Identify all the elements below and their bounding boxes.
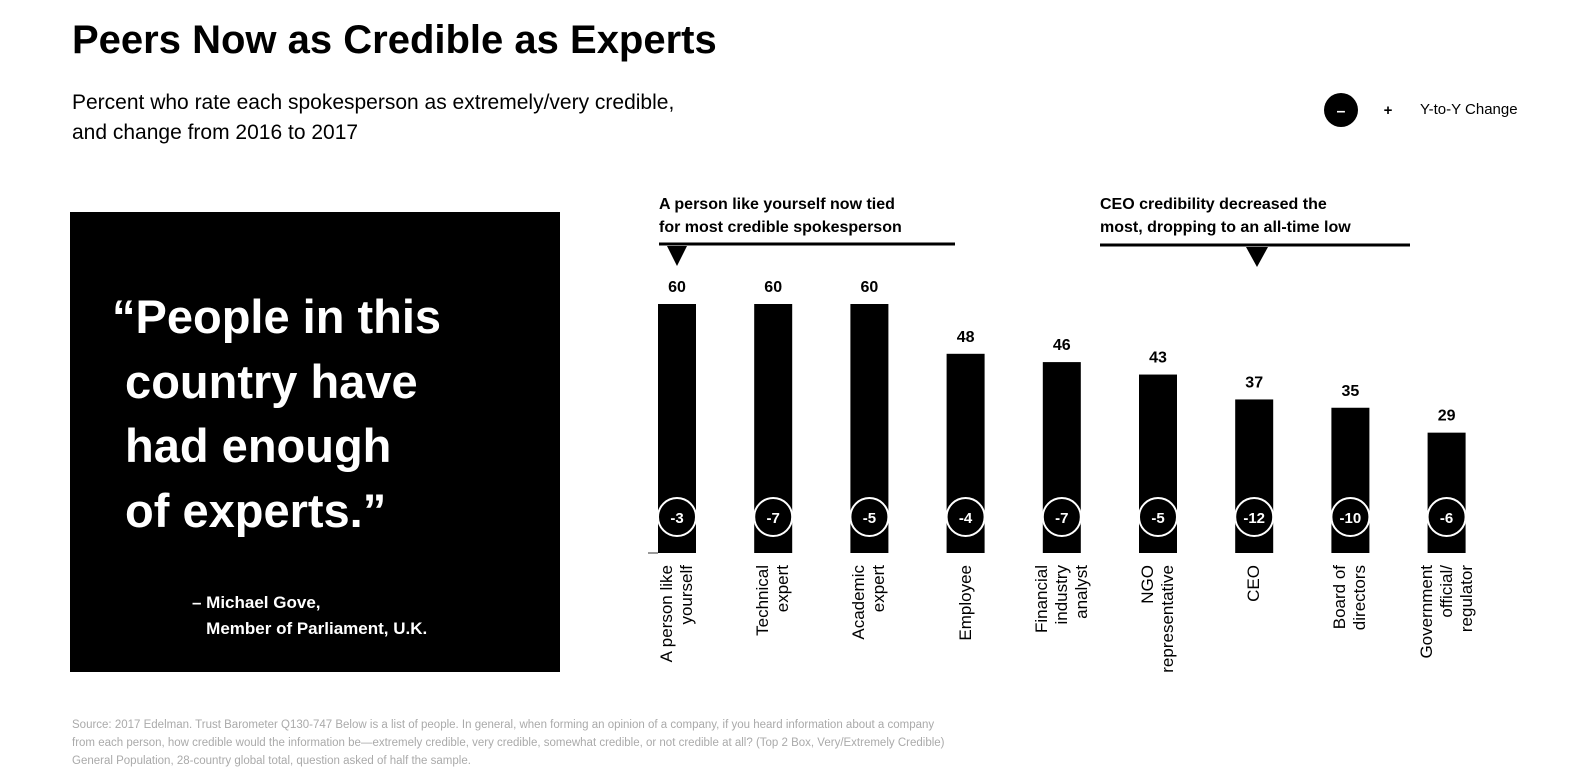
x-tick-label: NGO representative [1138, 565, 1177, 673]
title: Peers Now as Credible as Experts [72, 18, 717, 62]
x-tick-label: A person like yourself [657, 565, 696, 663]
value-label: 43 [1149, 350, 1167, 367]
legend-plus: + [1384, 102, 1393, 119]
change-marker [1426, 497, 1467, 537]
value-label: 37 [1245, 374, 1263, 391]
change-label: -3 [670, 510, 683, 527]
x-tick-label: Government official/ regulator [1416, 565, 1476, 659]
change-marker [1330, 497, 1371, 537]
change-marker [1041, 497, 1082, 537]
quote-text: “People in this country have had enough … [112, 290, 442, 537]
change-label: -10 [1340, 510, 1362, 527]
legend-minus: – [1337, 103, 1346, 120]
value-label: 35 [1342, 383, 1360, 400]
x-tick-label: Technical expert [753, 565, 793, 636]
value-label: 46 [1053, 337, 1071, 354]
change-marker [657, 497, 697, 537]
x-tick-label: CEO [1244, 565, 1264, 602]
legend-minus-marker [1324, 93, 1358, 127]
annotation-pointer [1246, 247, 1268, 267]
change-label: -7 [1055, 510, 1068, 527]
change-marker [849, 497, 890, 537]
change-marker [1138, 497, 1178, 537]
value-label: 60 [668, 279, 686, 296]
change-marker [1234, 497, 1275, 537]
value-label: 48 [957, 329, 975, 346]
x-tick-label: Board of directors [1330, 565, 1370, 631]
quote-attribution: – Michael Gove, Member of Parliament, U.… [192, 593, 428, 638]
annotation: A person like yourself now tied for most… [659, 196, 902, 236]
x-tick-label: Employee [955, 565, 975, 641]
change-label: -6 [1440, 510, 1453, 527]
value-label: 29 [1438, 408, 1456, 425]
subtitle: Percent who rate each spokesperson as ex… [72, 91, 675, 144]
change-label: -4 [959, 510, 973, 527]
annotation: CEO credibility decreased the most, drop… [1100, 196, 1351, 236]
value-label: 60 [861, 279, 879, 296]
change-label: -12 [1243, 510, 1265, 527]
change-label: -5 [863, 510, 876, 527]
source-note: Source: 2017 Edelman. Trust Barometer Q1… [72, 719, 945, 767]
value-label: 60 [764, 279, 782, 296]
legend-label: Y-to-Y Change [1420, 101, 1518, 118]
change-label: -5 [1151, 510, 1164, 527]
change-marker [945, 497, 986, 537]
annotation-pointer [667, 246, 687, 266]
x-tick-label: Academic expert [849, 565, 889, 640]
x-tick-label: Financial industry analyst [1031, 565, 1091, 634]
change-label: -7 [767, 510, 780, 527]
quote-box [70, 212, 560, 672]
change-marker [753, 497, 794, 537]
